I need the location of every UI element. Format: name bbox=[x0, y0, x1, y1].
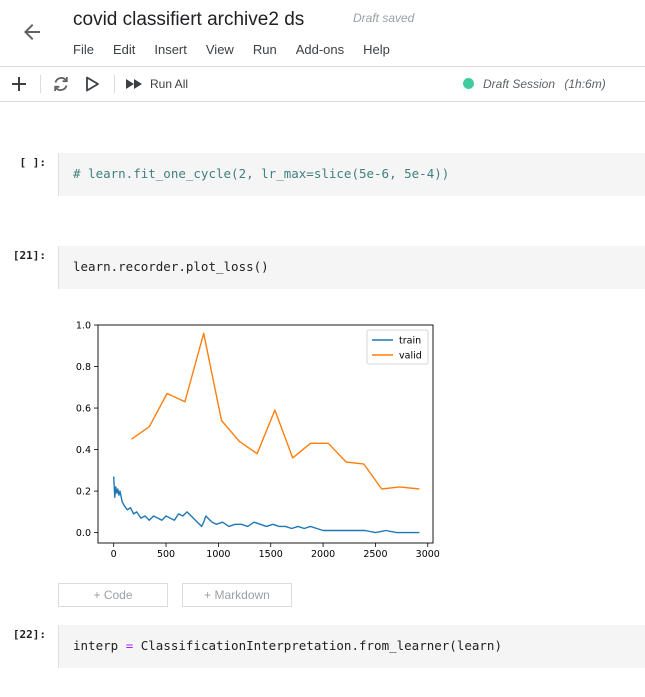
legend-label-valid: valid bbox=[399, 351, 422, 362]
menu-help[interactable]: Help bbox=[363, 42, 390, 57]
cell-prompt: [21]: bbox=[12, 249, 46, 262]
session-status[interactable]: Draft Session (1h:6m) bbox=[483, 77, 606, 91]
menu-view[interactable]: View bbox=[205, 42, 234, 57]
menu-run[interactable]: Run bbox=[252, 42, 277, 57]
legend: train valid bbox=[366, 329, 429, 365]
x-tick-label: 1000 bbox=[206, 549, 230, 560]
code-operator: = bbox=[125, 638, 134, 653]
y-tick-label: 0.4 bbox=[76, 445, 91, 456]
back-arrow-icon[interactable] bbox=[20, 20, 44, 44]
x-axis: 0 500 1000 1500 2000 2500 3000 bbox=[111, 543, 440, 560]
series-line-valid bbox=[131, 332, 420, 490]
cell-code[interactable]: # learn.fit_one_cycle(2, lr_max=slice(5e… bbox=[73, 166, 450, 181]
draft-status: Draft saved bbox=[353, 11, 415, 25]
code-token: ClassificationInterpretation.from_learne… bbox=[133, 638, 502, 653]
session-time: (1h:6m) bbox=[564, 77, 606, 91]
series-line-train bbox=[113, 476, 420, 534]
code-cell[interactable]: interp = ClassificationInterpretation.fr… bbox=[58, 625, 645, 668]
loss-chart: 0 500 1000 1500 2000 2500 3000 0.0 0.2 0.4 0.6 0.8… bbox=[76, 321, 440, 561]
cell-code[interactable]: interp = ClassificationInterpretation.fr… bbox=[73, 638, 502, 653]
cell-prompt: [22]: bbox=[12, 628, 46, 641]
header-divider bbox=[0, 66, 645, 67]
toolbar-divider bbox=[0, 101, 645, 102]
x-tick-label: 3000 bbox=[416, 549, 440, 560]
run-all-icon[interactable] bbox=[124, 74, 144, 94]
cell-code[interactable]: learn.recorder.plot_loss() bbox=[73, 259, 269, 274]
x-tick-label: 0 bbox=[111, 549, 117, 560]
menu-add-ons[interactable]: Add-ons bbox=[295, 42, 345, 57]
code-token: interp bbox=[73, 638, 126, 653]
x-tick-label: 1500 bbox=[259, 549, 283, 560]
toolbar: Run All Draft Session (1h:6m) bbox=[0, 67, 645, 101]
run-all-button[interactable]: Run All bbox=[150, 77, 189, 91]
y-axis: 0.0 0.2 0.4 0.6 0.8 1.0 bbox=[76, 321, 98, 539]
add-code-cell-button[interactable]: + Code bbox=[58, 583, 168, 607]
y-tick-label: 0.8 bbox=[76, 362, 91, 373]
menu-insert[interactable]: Insert bbox=[154, 42, 187, 57]
cell-prompt: [ ]: bbox=[19, 156, 47, 169]
y-tick-label: 0.2 bbox=[76, 487, 91, 498]
x-tick-label: 2000 bbox=[311, 549, 335, 560]
y-tick-label: 1.0 bbox=[76, 321, 91, 332]
x-tick-label: 2500 bbox=[363, 549, 387, 560]
toolbar-separator bbox=[114, 75, 115, 93]
menu-edit[interactable]: Edit bbox=[112, 42, 136, 57]
y-tick-label: 0.0 bbox=[76, 528, 91, 539]
session-status-dot bbox=[463, 78, 474, 89]
loss-plot: 0 500 1000 1500 2000 2500 3000 0.0 0.2 0.4 0.6 0.8… bbox=[60, 315, 450, 565]
run-cell-play-icon[interactable] bbox=[82, 74, 102, 94]
notebook-title[interactable]: covid classifiert archive2 ds bbox=[73, 9, 305, 30]
legend-label-train: train bbox=[399, 336, 421, 347]
code-cell[interactable]: # learn.fit_one_cycle(2, lr_max=slice(5e… bbox=[58, 153, 645, 196]
restart-icon[interactable] bbox=[51, 74, 71, 94]
toolbar-separator bbox=[40, 75, 41, 93]
y-tick-label: 0.6 bbox=[76, 404, 91, 415]
session-label: Draft Session bbox=[483, 77, 556, 91]
x-tick-label: 500 bbox=[157, 549, 175, 560]
menu-bar: File Edit Insert View Run Add-ons Help bbox=[73, 42, 409, 57]
add-markdown-cell-button[interactable]: + Markdown bbox=[182, 583, 292, 607]
code-cell[interactable]: learn.recorder.plot_loss() bbox=[58, 246, 645, 289]
add-cell-plus-icon[interactable] bbox=[9, 74, 29, 94]
series-lines bbox=[113, 332, 420, 534]
menu-file[interactable]: File bbox=[73, 42, 94, 57]
